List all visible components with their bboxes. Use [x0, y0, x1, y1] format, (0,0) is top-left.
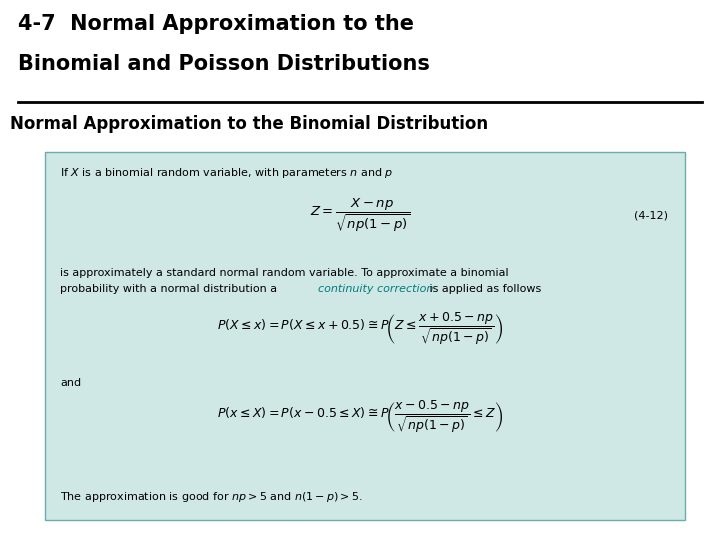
Text: $Z = \dfrac{X - np}{\sqrt{np(1 - p)}}$: $Z = \dfrac{X - np}{\sqrt{np(1 - p)}}$	[310, 196, 410, 234]
Text: is approximately a standard normal random variable. To approximate a binomial: is approximately a standard normal rando…	[60, 268, 508, 278]
Text: Normal Approximation to the Binomial Distribution: Normal Approximation to the Binomial Dis…	[10, 115, 488, 133]
Text: The approximation is good for $np > 5$ and $n(1 - p) > 5$.: The approximation is good for $np > 5$ a…	[60, 490, 363, 504]
Text: Binomial and Poisson Distributions: Binomial and Poisson Distributions	[18, 54, 430, 74]
Text: If $X$ is a binomial random variable, with parameters $n$ and $p$: If $X$ is a binomial random variable, wi…	[60, 166, 394, 180]
Text: 4-7  Normal Approximation to the: 4-7 Normal Approximation to the	[18, 14, 414, 34]
Text: probability with a normal distribution a: probability with a normal distribution a	[60, 284, 281, 294]
Bar	[45, 152, 685, 520]
Text: $P(X \leq x) = P(X \leq x + 0.5) \cong P\!\left(Z \leq \dfrac{x + 0.5 - np}{\sqr: $P(X \leq x) = P(X \leq x + 0.5) \cong P…	[217, 310, 503, 347]
Text: is applied as follows: is applied as follows	[426, 284, 541, 294]
Text: and: and	[60, 378, 81, 388]
Text: continuity correction: continuity correction	[318, 284, 433, 294]
Text: (4-12): (4-12)	[634, 210, 668, 220]
Text: $P(x \leq X) = P(x - 0.5 \leq X) \cong P\!\left(\dfrac{x - 0.5 - np}{\sqrt{np(1-: $P(x \leq X) = P(x - 0.5 \leq X) \cong P…	[217, 398, 503, 435]
